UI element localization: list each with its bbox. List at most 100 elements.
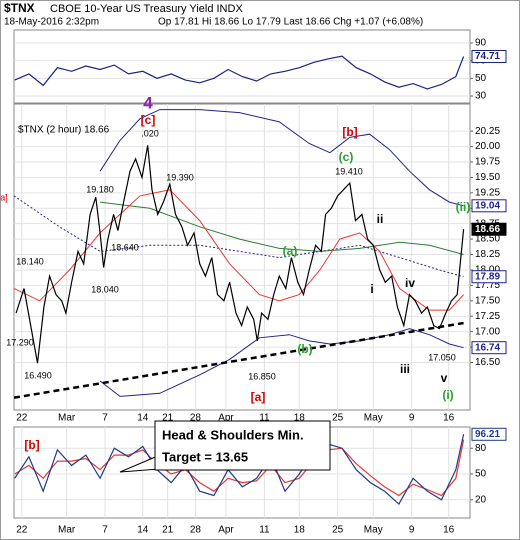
callout-line: Target = 13.65 <box>162 449 248 464</box>
y-tick-label: 17.50 <box>475 295 500 306</box>
x-tick-label: Apr <box>218 413 234 424</box>
y-tick-label: 20.00 <box>475 141 500 152</box>
last-value-box <box>471 427 507 441</box>
plot-area <box>14 55 465 90</box>
series-line <box>14 434 465 506</box>
annotation: (b) <box>297 342 312 356</box>
y-tick-label: 17.75 <box>475 280 500 291</box>
annotation: 19.410 <box>335 166 363 176</box>
y-tick-label: 50 <box>475 469 487 480</box>
x-tick-label: 11 <box>259 413 270 424</box>
symbol: $TNX <box>4 1 35 15</box>
x-tick-label: 16 <box>443 413 455 424</box>
series-line <box>14 55 465 90</box>
annotation: 18.040 <box>91 284 119 294</box>
callout-box <box>154 420 331 471</box>
y-tick-label: 90 <box>475 38 487 49</box>
y-tick-label: 20.25 <box>475 126 500 137</box>
x-tick-label: 22 <box>16 413 28 424</box>
annotation: iii <box>400 362 410 376</box>
y-tick-label: 50 <box>475 73 487 84</box>
annotation: (ii) <box>456 200 471 214</box>
annotation: 16.850 <box>248 371 276 381</box>
series-line <box>100 201 464 255</box>
y-tick-label: 16.50 <box>475 357 500 368</box>
annotation: v <box>441 371 448 385</box>
x-tick-label: 14 <box>137 413 149 424</box>
y-tick-label: 19.75 <box>475 157 500 168</box>
x-tick-label: 14 <box>137 525 149 536</box>
annotation: (i) <box>442 388 453 402</box>
y-tick-label: 18.00 <box>475 265 500 276</box>
annotation: a] <box>0 192 8 202</box>
x-tick-label: 9 <box>409 525 415 536</box>
series-line <box>99 328 464 397</box>
instrument-name: CBOE 10-Year US Treasury Yield INDX <box>50 3 243 15</box>
x-tick-label: Apr <box>218 525 234 536</box>
series-line <box>14 195 464 278</box>
y-tick-label: 18.50 <box>475 234 500 245</box>
x-tick-label: May <box>364 525 383 536</box>
last-value-label: 74.71 <box>475 51 500 62</box>
y-tick-label: 80 <box>475 443 487 454</box>
x-tick-label: 18 <box>294 413 306 424</box>
series-line <box>14 321 464 399</box>
annotation: [b] <box>24 438 39 452</box>
last-value-box <box>471 222 507 236</box>
panel-frame <box>13 29 471 104</box>
quote: Op 17.81 Hi 18.66 Lo 17.79 Last 18.66 Ch… <box>158 17 423 28</box>
annotation: 18.140 <box>16 256 44 266</box>
last-value-label: 17.89 <box>475 271 500 282</box>
annotation: [b] <box>342 125 357 139</box>
last-value-label: 19.04 <box>475 200 500 211</box>
annotation: ii <box>377 212 384 226</box>
plot-area <box>14 434 465 506</box>
x-tick-label: 16 <box>443 525 455 536</box>
last-value-label: 96.21 <box>475 429 500 440</box>
annotation: [c] <box>141 113 156 127</box>
y-tick-label: 20 <box>475 494 487 505</box>
x-tick-label: 9 <box>409 413 415 424</box>
annotation: 19.180 <box>86 184 114 194</box>
x-tick-label: 21 <box>162 413 174 424</box>
x-tick-label: 22 <box>16 525 28 536</box>
annotation: [a] <box>251 390 266 404</box>
y-tick-label: 17.00 <box>475 326 500 337</box>
callout: Head & Shoulders Min. Target = 13.65 <box>119 420 331 473</box>
y-tick-label: 19.50 <box>475 172 500 183</box>
x-tick-label: 7 <box>102 525 108 536</box>
annotation: 17.050 <box>428 352 456 362</box>
x-tick-label: Mar <box>58 413 76 424</box>
x-tick-label: May <box>364 413 383 424</box>
x-tick-label: 28 <box>190 413 202 424</box>
series-line <box>99 109 464 207</box>
last-value-box <box>471 341 507 355</box>
plot-layer: 9070503074.7116.5016.7517.0017.2517.5017… <box>0 29 507 536</box>
annotation: 16.490 <box>24 370 52 380</box>
datetime: 18-May-2016 2:32pm <box>4 17 99 28</box>
annotation: 17.290 <box>6 337 34 347</box>
x-tick-label: Mar <box>58 525 76 536</box>
last-value-label: 18.66 <box>475 224 500 235</box>
series-line <box>15 145 465 364</box>
x-tick-label: 7 <box>102 413 108 424</box>
annotation: 18.640 <box>111 242 139 252</box>
x-tick-label: 11 <box>259 525 270 536</box>
last-value-box <box>471 270 507 284</box>
y-tick-label: 18.25 <box>475 249 500 260</box>
last-value-label: 16.74 <box>475 342 500 353</box>
annotation: 19.390 <box>166 172 194 182</box>
x-tick-label: 25 <box>332 413 344 424</box>
annotation: .020 <box>141 128 159 138</box>
last-value-box <box>471 50 507 64</box>
x-tick-label: 28 <box>190 525 202 536</box>
y-tick-label: 17.25 <box>475 311 500 322</box>
callout-line: Head & Shoulders Min. <box>162 427 304 442</box>
last-value-box <box>471 199 507 213</box>
annotation: iv <box>405 276 415 290</box>
annotation: (c) <box>339 150 354 164</box>
y-tick-label: 30 <box>475 91 487 102</box>
x-tick-label: 21 <box>162 525 174 536</box>
annotation: i <box>370 282 373 296</box>
